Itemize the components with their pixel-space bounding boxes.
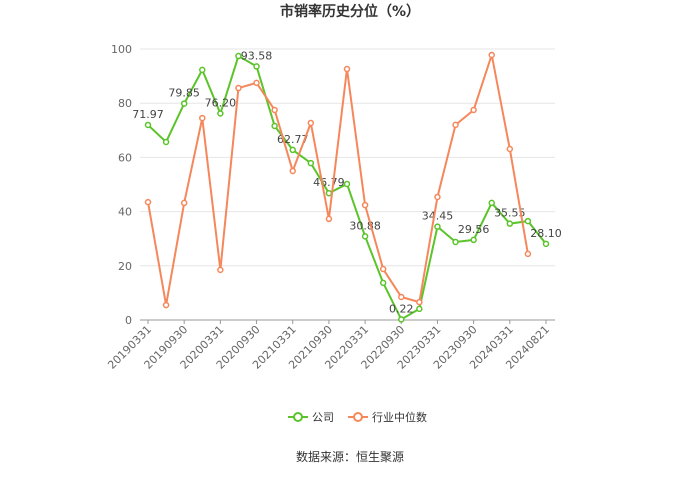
point [253,63,260,70]
point [235,52,242,60]
point [452,121,459,129]
value-label: 0.22 [389,302,414,315]
legend-label: 公司 [312,411,334,424]
point [162,301,170,309]
point [343,180,351,188]
point [325,215,333,223]
y-tick-label: 20 [118,260,132,273]
point [488,51,495,59]
point [325,189,333,197]
point [506,145,514,153]
point [199,66,206,74]
value-label: 46.79 [313,176,345,189]
y-tick-label: 40 [118,206,132,219]
y-tick-label: 0 [125,314,132,327]
value-label: 79.85 [168,87,200,100]
point [434,193,441,201]
point [361,233,369,240]
value-label: 30.88 [349,219,381,232]
value-label: 28.10 [530,227,562,240]
legend-marker [293,412,303,422]
point [470,236,477,244]
point [379,279,387,287]
point [199,114,206,122]
point [217,266,224,274]
point [416,298,423,306]
point [398,316,405,323]
point [524,250,532,258]
chart-title: 市销率历史分位（%） [280,3,420,20]
point [271,122,278,130]
point [162,138,170,146]
point [271,106,278,114]
point [343,65,351,73]
value-label: 71.97 [132,108,164,121]
source: 数据来源：恒生聚源 [296,449,404,464]
y-tick-label: 100 [111,43,132,56]
point [289,167,296,175]
point [180,199,188,207]
point [144,121,152,129]
point [452,238,459,246]
point [379,265,387,273]
point [506,220,514,227]
y-tick-label: 80 [118,97,132,110]
point [524,217,532,225]
point [307,119,315,127]
point [253,79,260,87]
point [180,100,188,107]
value-label: 29.56 [458,223,490,236]
point [361,201,369,209]
point [307,159,315,167]
point [144,198,152,206]
point [488,199,495,207]
point [398,293,405,301]
point [289,146,296,154]
point [416,305,423,313]
legend-marker [353,412,363,422]
point [470,106,477,114]
value-label: 93.58 [241,49,273,62]
value-label: 34.45 [422,210,454,223]
legend-label: 行业中位数 [372,410,427,424]
value-label: 35.55 [494,207,526,220]
point [542,240,550,248]
y-tick-label: 60 [118,151,132,164]
point [217,110,224,117]
value-label: 76.20 [205,96,237,109]
series-line [147,50,529,306]
point [434,223,441,230]
point [235,84,242,92]
